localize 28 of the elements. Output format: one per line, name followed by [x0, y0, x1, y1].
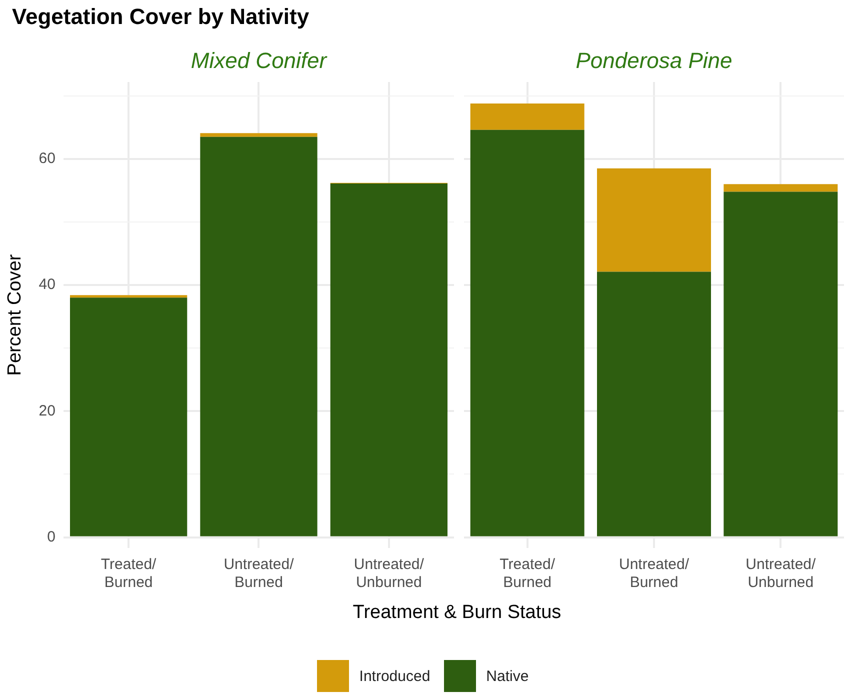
- x-tick-label: Untreated/Unburned: [746, 556, 817, 592]
- x-axis-title: Treatment & Burn Status: [352, 602, 562, 624]
- y-tick-label: 40: [38, 276, 56, 294]
- bar: [724, 192, 838, 536]
- bar: [597, 272, 711, 536]
- bar: [70, 298, 188, 536]
- bar: [70, 295, 188, 298]
- bar: [200, 136, 318, 536]
- bar: [330, 184, 448, 536]
- y-tick-label: 20: [38, 402, 56, 420]
- x-tick-label: Treated/Burned: [500, 556, 556, 592]
- legend-label: Native: [486, 668, 529, 684]
- y-tick-label: 0: [47, 528, 56, 546]
- legend-label: Introduced: [359, 668, 430, 684]
- x-tick-label: Untreated/Burned: [224, 556, 295, 592]
- chart-subtitle: Mixed Conifer: [190, 48, 328, 74]
- y-tick-label: 60: [38, 150, 56, 168]
- chart-subtitle: Ponderosa Pine: [576, 48, 732, 74]
- x-tick-label: Untreated/Unburned: [354, 556, 425, 592]
- chart-title: Vegetation Cover by Nativity: [12, 4, 310, 30]
- bar: [724, 184, 838, 192]
- x-tick-label: Treated/Burned: [100, 556, 158, 592]
- y-axis-title: Percent Cover: [4, 254, 26, 376]
- bar: [470, 130, 584, 536]
- bar: [470, 103, 584, 130]
- bar: [597, 168, 711, 272]
- x-tick-label: Untreated/Burned: [618, 556, 690, 592]
- bar: [200, 133, 318, 137]
